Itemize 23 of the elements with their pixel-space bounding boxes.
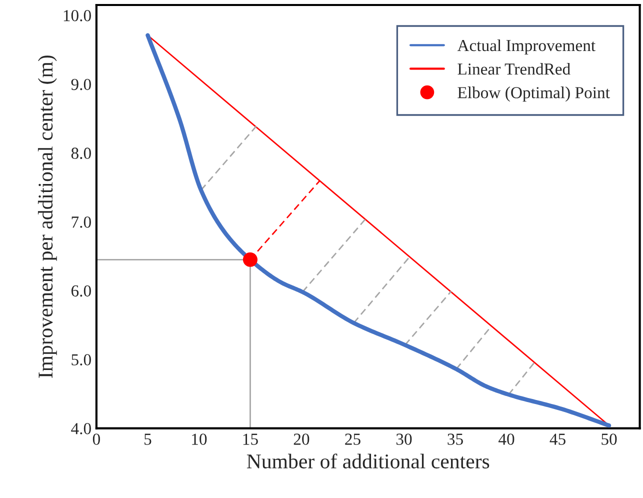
x-tick-label: 10 (192, 434, 207, 445)
x-tick-label: 30 (396, 434, 412, 445)
y-tick-label: 9.0 (71, 78, 91, 90)
y-tick-label: 8.0 (71, 148, 91, 159)
y-axis-title: Improvement per additional center (m) (38, 56, 57, 378)
y-tick-label: 5.0 (72, 354, 91, 366)
legend-label: Actual Improvement (457, 39, 596, 55)
x-tick-label: 40 (498, 434, 514, 445)
x-tick-label: 25 (345, 434, 360, 445)
x-tick-label: 15 (243, 434, 258, 445)
y-tick-label: 7.0 (72, 216, 91, 228)
y-tick-label: 10.0 (64, 10, 91, 22)
y-tick-label: 4.0 (71, 422, 91, 434)
legend-label: Elbow (Optimal) Point (458, 86, 610, 102)
x-tick-label: 20 (294, 434, 310, 445)
x-tick-label: 5 (144, 434, 152, 445)
x-tick-label: 45 (550, 434, 566, 445)
x-axis-title: Number of additional centers (246, 454, 490, 468)
x-tick-label: 35 (448, 434, 463, 445)
legend-label: Linear TrendRed (458, 62, 570, 75)
y-tick-label: 6.0 (71, 285, 91, 297)
x-tick-label: 0 (92, 434, 100, 445)
x-tick-label: 50 (602, 434, 617, 445)
